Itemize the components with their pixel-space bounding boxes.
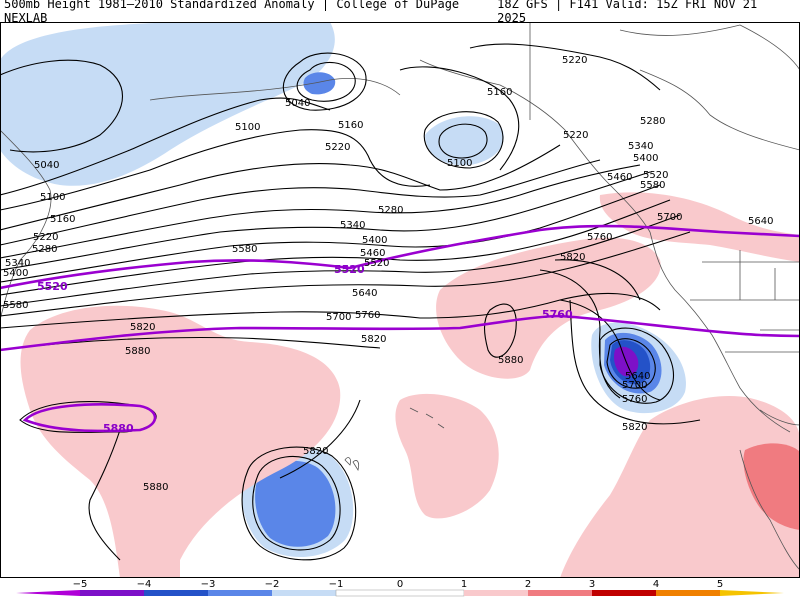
label-5880: 5880 [498, 355, 523, 366]
label-5820: 5820 [130, 322, 155, 333]
colorbar-tick: −5 [73, 579, 88, 590]
label-5700: 5700 [622, 380, 647, 391]
label-5100: 5100 [235, 122, 260, 133]
label-5220: 5220 [563, 130, 588, 141]
label-5340: 5340 [628, 141, 653, 152]
label-5520-highlight: 5520 [334, 263, 365, 276]
label-5220: 5220 [325, 142, 350, 153]
label-5280: 5280 [32, 244, 57, 255]
header-valid-time: 18Z GFS | F141 Valid: 15Z FRI NOV 21 202… [497, 0, 758, 25]
label-5100: 5100 [40, 192, 65, 203]
highlight-contours [0, 224, 800, 433]
anomaly-colorbar: −5 −4 −3 −2 −1 0 1 2 3 4 5 [0, 578, 800, 600]
label-5580: 5580 [232, 244, 257, 255]
map-header: 500mb Height 1981–2010 Standardized Anom… [0, 0, 800, 25]
colorbar-tick: 2 [525, 579, 531, 590]
label-5760-highlight: 5760 [542, 308, 573, 321]
label-5580: 5580 [640, 180, 665, 191]
label-5640: 5640 [352, 288, 377, 299]
label-5340: 5340 [5, 258, 30, 269]
label-5160: 5160 [487, 87, 512, 98]
label-5760: 5760 [622, 394, 647, 405]
contour-labels: 5040 5040 5100 5100 5100 5160 5160 5160 … [3, 55, 773, 493]
colorbar-tick: 3 [589, 579, 595, 590]
header-title: 500mb Height 1981–2010 Standardized Anom… [4, 0, 460, 25]
label-5040: 5040 [285, 98, 310, 109]
label-5880: 5880 [143, 482, 168, 493]
label-5220: 5220 [33, 232, 58, 243]
label-5640: 5640 [625, 371, 650, 382]
label-5820: 5820 [622, 422, 647, 433]
label-5280: 5280 [378, 205, 403, 216]
label-5880-highlight: 5880 [103, 422, 134, 435]
label-5040: 5040 [34, 160, 59, 171]
label-5280: 5280 [640, 116, 665, 127]
label-5520: 5520 [643, 170, 668, 181]
colorbar-tick: −3 [201, 579, 216, 590]
negative-anomaly-shading [0, 22, 686, 558]
colorbar-tick: 1 [461, 579, 467, 590]
label-5100: 5100 [447, 158, 472, 169]
colorbar-tick: −1 [329, 579, 344, 590]
label-5820: 5820 [303, 446, 328, 457]
colorbar-tick: 0 [397, 579, 403, 590]
colorbar-tick: 4 [653, 579, 659, 590]
colorbar-segments [16, 589, 784, 597]
label-5400: 5400 [3, 268, 28, 279]
label-5760: 5760 [587, 232, 612, 243]
label-5220: 5220 [562, 55, 587, 66]
label-5640: 5640 [748, 216, 773, 227]
colorbar-ticks: −5 −4 −3 −2 −1 0 1 2 3 4 5 [73, 579, 724, 590]
label-5700: 5700 [657, 212, 682, 223]
colorbar-tick: −4 [137, 579, 152, 590]
label-5460: 5460 [360, 248, 385, 259]
label-5520: 5520 [364, 258, 389, 269]
label-5400: 5400 [362, 235, 387, 246]
label-5760: 5760 [355, 310, 380, 321]
positive-anomaly-shading [20, 192, 800, 578]
anomaly-map: 5040 5040 5100 5100 5100 5160 5160 5160 … [0, 22, 800, 578]
label-5460: 5460 [607, 172, 632, 183]
label-5340: 5340 [340, 220, 365, 231]
label-5820: 5820 [361, 334, 386, 345]
colorbar-tick: 5 [717, 579, 723, 590]
label-5400: 5400 [633, 153, 658, 164]
height-contours [0, 43, 701, 561]
label-5520-highlight: 5520 [37, 280, 68, 293]
label-5700: 5700 [326, 312, 351, 323]
label-5160: 5160 [50, 214, 75, 225]
label-5880: 5880 [125, 346, 150, 357]
label-5820: 5820 [560, 252, 585, 263]
label-5160: 5160 [338, 120, 363, 131]
colorbar-tick: −2 [265, 579, 280, 590]
label-5580: 5580 [3, 300, 28, 311]
